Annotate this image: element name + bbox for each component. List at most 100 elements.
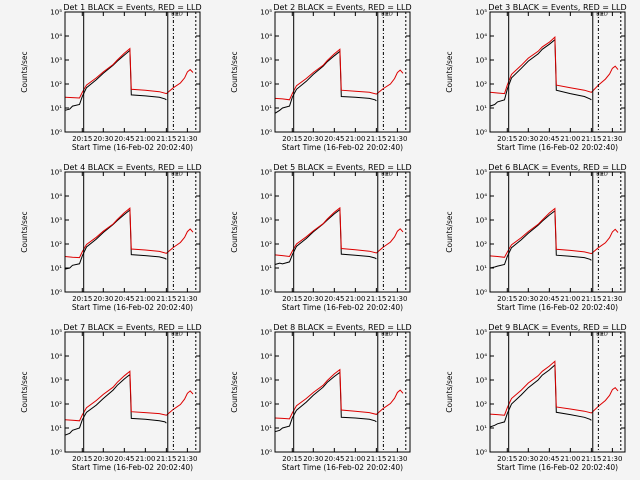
lld-line [64,207,194,259]
y-tick-label: 10² [260,401,272,409]
x-axis-label: Start Time (16-Feb-02 20:02:40) [497,303,618,312]
panel-title: Det 8 BLACK = Events, RED = LLD [273,323,411,332]
x-tick-label: 21:30 [177,295,197,303]
y-tick-label: 10⁵ [475,169,487,177]
panel-title: Det 3 BLACK = Events, RED = LLD [488,3,626,12]
y-axis-label: Counts/sec [20,51,29,92]
marker-label: ED [176,12,183,18]
y-tick-label: 10⁴ [475,353,487,361]
x-tick-label: 21:30 [602,455,622,463]
y-tick-label: 10⁵ [475,9,487,17]
y-tick-label: 10⁴ [260,353,272,361]
plot-frame [64,171,201,293]
y-tick-label: 10² [260,81,272,89]
y-tick-label: 10⁰ [50,449,62,457]
x-tick-label: 21:00 [560,455,580,463]
events-line [274,50,377,114]
y-tick-label: 10⁵ [50,169,62,177]
x-tick-label: 20:30 [518,455,538,463]
y-tick-label: 10⁵ [260,169,272,177]
y-tick-label: 10⁰ [50,129,62,137]
x-tick-label: 21:30 [177,455,197,463]
lld-line [274,368,404,420]
x-tick-label: 21:00 [345,295,365,303]
x-tick-label: 21:30 [177,135,197,143]
x-tick-label: 20:45 [324,455,344,463]
marker-label: ED [381,172,388,178]
plot-frame [64,331,201,453]
x-tick-label: 21:30 [387,135,407,143]
x-tick-label: 20:45 [324,295,344,303]
x-tick-label: 20:15 [282,135,302,143]
x-tick-label: 20:15 [282,295,302,303]
marker-label: ED [596,172,603,178]
panel-title: Det 6 BLACK = Events, RED = LLD [488,163,626,172]
y-axis-label: Counts/sec [20,371,29,412]
plot-frame [64,11,201,133]
y-tick-label: 10³ [475,217,487,225]
x-tick-label: 21:15 [156,455,176,463]
x-tick-label: 20:45 [114,295,134,303]
y-tick-label: 10⁵ [475,329,487,337]
y-tick-label: 10³ [50,57,62,65]
x-tick-label: 21:30 [602,295,622,303]
y-tick-label: 10⁰ [260,449,272,457]
x-tick-label: 20:30 [93,455,113,463]
y-tick-label: 10⁰ [475,449,487,457]
marker-label: ED [176,172,183,178]
marker-label: ED [171,12,178,18]
y-tick-label: 10⁴ [475,33,487,41]
x-tick-label: 20:45 [114,455,134,463]
x-tick-label: 20:15 [72,135,92,143]
y-tick-label: 10⁴ [50,193,62,201]
y-tick-label: 10⁰ [50,289,62,297]
panel-title: Det 2 BLACK = Events, RED = LLD [273,3,411,12]
x-axis-label: Start Time (16-Feb-02 20:02:40) [282,463,403,472]
y-tick-label: 10⁰ [475,129,487,137]
x-tick-label: 21:15 [366,295,386,303]
x-axis-label: Start Time (16-Feb-02 20:02:40) [497,463,618,472]
x-tick-label: 20:15 [497,455,517,463]
y-tick-label: 10³ [260,377,272,385]
marker-label: ED [601,12,608,18]
x-tick-label: 20:30 [518,135,538,143]
y-tick-label: 10² [50,241,62,249]
y-tick-label: 10⁵ [260,329,272,337]
y-axis-label: Counts/sec [445,371,454,412]
x-tick-label: 20:45 [324,135,344,143]
x-tick-label: 20:15 [72,295,92,303]
plot-frame [274,171,411,293]
y-tick-label: 10⁴ [50,353,62,361]
panel-title: Det 4 BLACK = Events, RED = LLD [63,163,201,172]
marker-label: ED [381,12,388,18]
x-tick-label: 21:15 [156,135,176,143]
x-axis-label: Start Time (16-Feb-02 20:02:40) [72,463,193,472]
x-tick-label: 21:30 [387,455,407,463]
y-tick-label: 10² [475,401,487,409]
y-axis-label: Counts/sec [230,51,239,92]
events-line [64,208,167,270]
y-tick-label: 10³ [475,57,487,65]
x-tick-label: 21:15 [366,135,386,143]
marker-label: ED [601,332,608,338]
x-axis-label: Start Time (16-Feb-02 20:02:40) [497,143,618,152]
y-tick-label: 10² [50,81,62,89]
x-axis-label: Start Time (16-Feb-02 20:02:40) [282,143,403,152]
y-axis-label: Counts/sec [230,371,239,412]
y-tick-label: 10¹ [260,105,272,113]
y-tick-label: 10¹ [50,105,62,113]
marker-label: ED [596,12,603,18]
y-axis-label: Counts/sec [445,51,454,92]
x-tick-label: 20:15 [497,135,517,143]
x-tick-label: 20:30 [518,295,538,303]
y-tick-label: 10⁰ [260,289,272,297]
y-tick-label: 10³ [50,377,62,385]
events-line [489,209,592,269]
y-tick-label: 10³ [260,217,272,225]
x-tick-label: 20:30 [303,135,323,143]
